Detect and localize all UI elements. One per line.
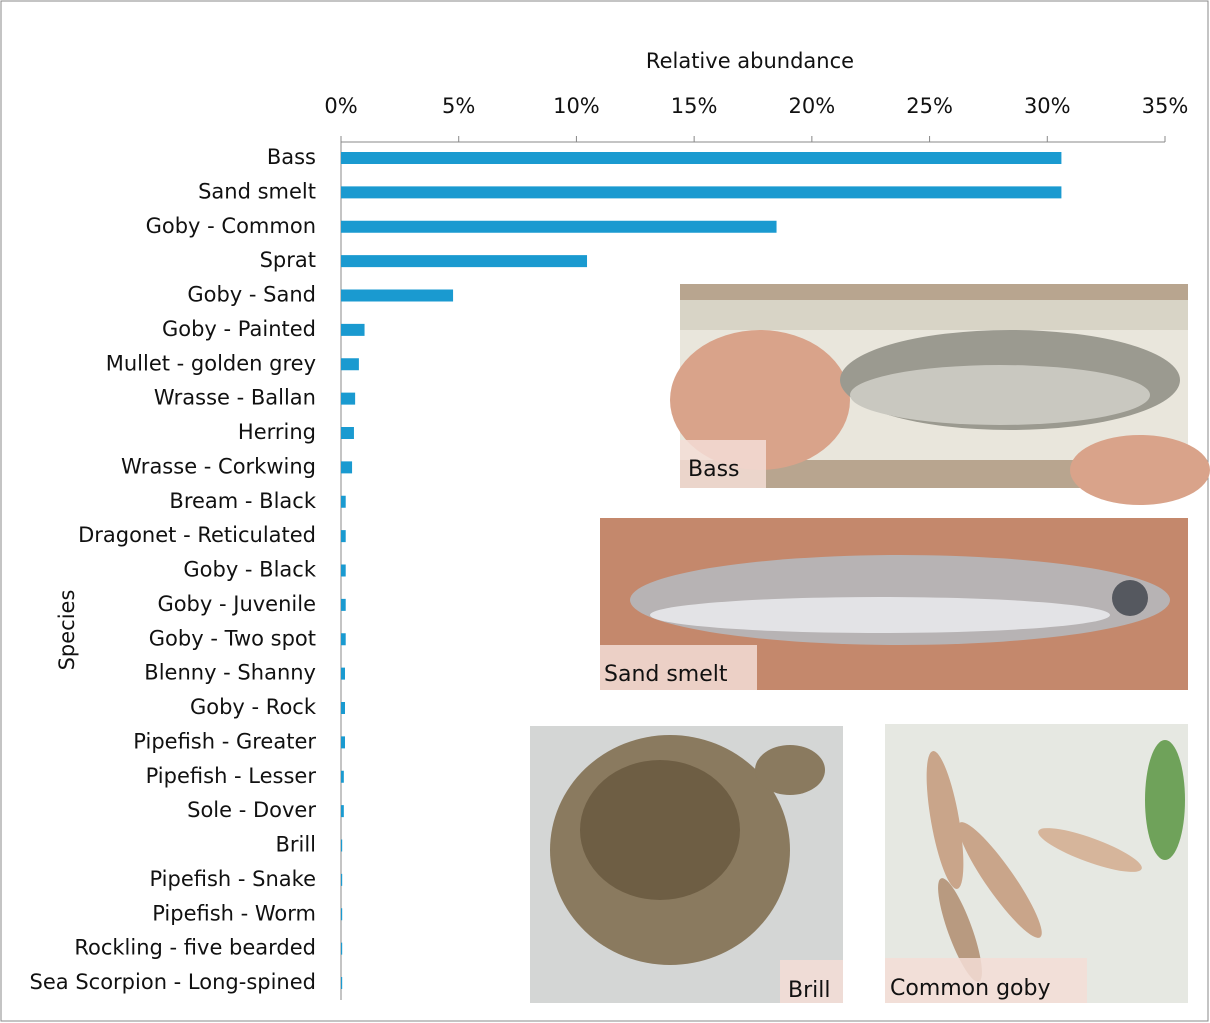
y-tick-label: Goby - Two spot bbox=[149, 626, 316, 650]
bar bbox=[341, 323, 365, 336]
bar bbox=[341, 702, 346, 714]
y-tick-label: Sprat bbox=[260, 248, 316, 272]
y-tick-label: Goby - Sand bbox=[187, 283, 316, 307]
y-tick-label: Bream - Black bbox=[169, 489, 316, 513]
y-tick-label: Rockling - five bearded bbox=[74, 936, 316, 960]
y-tick-label: Pipefish - Greater bbox=[133, 729, 316, 753]
y-tick-label: Goby - Painted bbox=[162, 317, 316, 341]
bar bbox=[341, 908, 343, 921]
bar bbox=[341, 358, 359, 371]
bar bbox=[341, 942, 343, 955]
x-tick-label: 25% bbox=[906, 94, 953, 118]
bar bbox=[341, 255, 588, 268]
bar bbox=[341, 186, 1062, 199]
photo-sand-smelt: Sand smelt bbox=[600, 518, 1188, 690]
bar bbox=[341, 427, 354, 439]
photo-caption: Sand smelt bbox=[604, 662, 728, 687]
bar bbox=[341, 667, 346, 680]
y-tick-label: Herring bbox=[238, 420, 316, 444]
bar bbox=[341, 564, 346, 577]
y-tick-label: Dragonet - Reticulated bbox=[78, 523, 316, 547]
bar bbox=[341, 839, 343, 852]
bar bbox=[341, 770, 344, 783]
y-tick-label: Goby - Juvenile bbox=[157, 592, 316, 616]
y-tick-label: Wrasse - Corkwing bbox=[121, 454, 316, 478]
x-tick-label: 5% bbox=[442, 94, 475, 118]
bar bbox=[341, 495, 346, 508]
bar bbox=[341, 633, 346, 646]
y-tick-label: Sea Scorpion - Long-spined bbox=[30, 970, 316, 994]
bar bbox=[341, 220, 777, 233]
bar bbox=[341, 461, 353, 474]
x-tick-label: 30% bbox=[1024, 94, 1071, 118]
y-tick-label: Goby - Black bbox=[183, 558, 316, 582]
y-tick-label: Pipefish - Lesser bbox=[146, 764, 317, 788]
bar bbox=[341, 289, 454, 302]
y-axis-title: Species bbox=[55, 590, 79, 671]
x-tick-label: 0% bbox=[324, 94, 357, 118]
y-tick-label: Sand smelt bbox=[198, 179, 316, 203]
bar bbox=[341, 873, 343, 886]
bar bbox=[341, 977, 343, 989]
x-axis-title: Relative abundance bbox=[646, 49, 854, 73]
bar bbox=[341, 598, 346, 611]
y-tick-label: Pipefish - Snake bbox=[149, 867, 316, 891]
y-tick-label: Brill bbox=[275, 833, 316, 857]
photo-common-goby: Common goby bbox=[885, 724, 1188, 1003]
bar bbox=[341, 392, 356, 405]
x-tick-label: 20% bbox=[789, 94, 836, 118]
photo-caption: Brill bbox=[788, 978, 830, 1003]
y-tick-label: Goby - Common bbox=[146, 214, 316, 238]
y-tick-label: Blenny - Shanny bbox=[144, 661, 316, 685]
bar bbox=[341, 736, 346, 749]
bar bbox=[341, 152, 1062, 164]
photo-bass: Bass bbox=[670, 284, 1210, 505]
y-tick-label: Pipefish - Worm bbox=[152, 901, 316, 925]
x-tick-label: 15% bbox=[671, 94, 718, 118]
x-tick-label: 35% bbox=[1142, 94, 1189, 118]
x-tick-label: 10% bbox=[553, 94, 600, 118]
y-tick-label: Sole - Dover bbox=[187, 798, 316, 822]
bar bbox=[341, 530, 346, 543]
photo-brill: Brill bbox=[530, 726, 843, 1003]
y-tick-label: Bass bbox=[267, 145, 316, 169]
bar bbox=[341, 805, 344, 818]
y-tick-label: Wrasse - Ballan bbox=[154, 386, 316, 410]
y-tick-label: Mullet - golden grey bbox=[106, 351, 316, 375]
y-tick-label: Goby - Rock bbox=[190, 695, 317, 719]
photo-caption: Bass bbox=[688, 457, 740, 482]
photo-caption: Common goby bbox=[890, 976, 1051, 1001]
